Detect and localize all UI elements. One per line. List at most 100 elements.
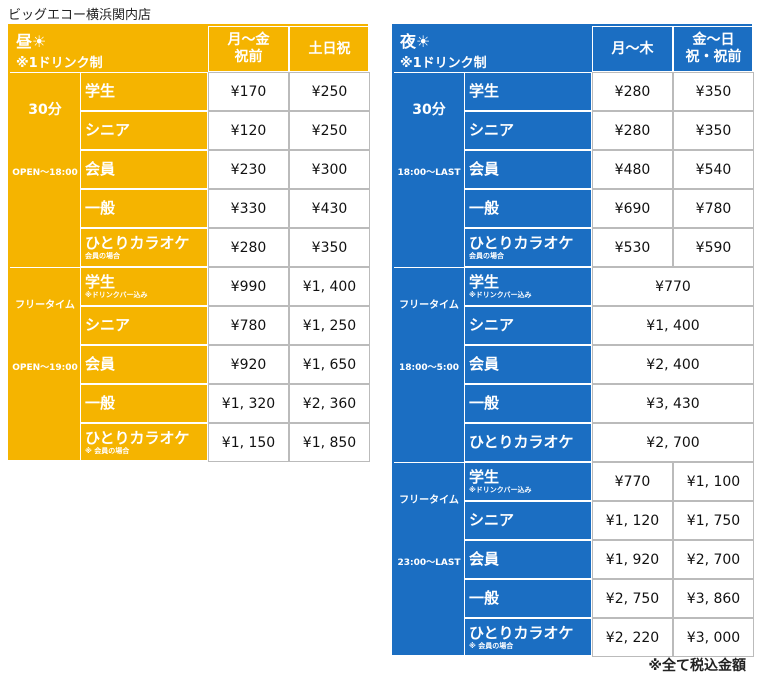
duration: フリータイム [399,495,459,506]
column-header: 金～日 祝・祝前 [673,26,754,72]
price-cell: ¥350 [673,72,754,111]
price-cell: ¥1, 400 [592,306,754,345]
price-cell: ¥780 [673,189,754,228]
price-cell: ¥540 [673,150,754,189]
column-header-line: 金～日 [692,32,735,48]
price-cell: ¥3, 860 [673,579,754,618]
category-sub: ※ 会員の場合 [469,641,514,650]
column-header-line: 祝前 [234,49,263,65]
category-cell: シニア [80,306,208,345]
price-panel: 夜☀ ※1ドリンク制 月～木 金～日 祝・祝前 30分 18:00～LAST 学生 ¥280 ¥3… [392,24,754,657]
panel-header: 昼☀ ※1ドリンク制 [10,26,208,72]
category-label: 一般 [469,589,500,607]
category-cell: 会員 [464,150,592,189]
category-cell: 一般 [464,189,592,228]
panel-name: 昼☀ [16,32,47,51]
price-cell: ¥690 [592,189,673,228]
category-label: 一般 [469,394,500,412]
price-cell: ¥350 [673,111,754,150]
price-cell: ¥1, 750 [673,501,754,540]
time-cell: フリータイム 23:00～LAST [394,462,464,657]
price-cell: ¥250 [289,111,370,150]
price-cell: ¥1, 100 [673,462,754,501]
category-label: ひとりカラオケ [85,428,190,447]
price-cell: ¥2, 400 [592,345,754,384]
time-cell: 30分 18:00～LAST [394,72,464,267]
category-cell: シニア [464,306,592,345]
price-cell: ¥350 [289,228,370,267]
category-cell: ひとりカラオケ ※ 会員の場合 [464,618,592,657]
price-cell: ¥530 [592,228,673,267]
price-cell: ¥3, 000 [673,618,754,657]
duration: フリータイム [399,300,459,311]
category-label: ひとりカラオケ [85,233,190,252]
column-header-line: 祝・祝前 [685,49,742,65]
price-cell: ¥280 [208,228,289,267]
category-label: 会員 [85,355,116,373]
category-label: 会員 [469,550,500,568]
price-cell: ¥120 [208,111,289,150]
price-cell: ¥430 [289,189,370,228]
category-label: シニア [469,316,515,334]
category-cell: ひとりカラオケ 会員の場合 [80,228,208,267]
column-header: 土日祝 [289,26,370,72]
hours: 18:00～LAST [397,167,461,178]
price-cell: ¥1, 920 [592,540,673,579]
panel-name: 夜☀ [400,32,431,51]
footer-note: ※全て税込金額 [648,658,746,674]
category-sub: ※ 会員の場合 [85,446,130,455]
category-label: ひとりカラオケ [469,233,574,252]
column-header-line: 月～金 [227,32,270,48]
panel-header: 夜☀ ※1ドリンク制 [394,26,592,72]
hours: OPEN～19:00 [12,362,78,373]
category-label: 学生 [85,272,116,291]
hours: OPEN～18:00 [12,167,78,178]
category-label: シニア [85,316,131,334]
price-cell: ¥1, 650 [289,345,370,384]
price-cell: ¥1, 120 [592,501,673,540]
store-title: ビッグエコー横浜関内店 [8,8,152,23]
time-cell: 30分 OPEN～18:00 [10,72,80,267]
category-label: 一般 [469,199,500,217]
price-cell: ¥1, 850 [289,423,370,462]
price-cell: ¥480 [592,150,673,189]
category-label: シニア [469,511,515,529]
duration: 30分 [412,102,446,118]
column-header-line: 土日祝 [308,40,351,57]
price-cell: ¥2, 700 [673,540,754,579]
price-cell: ¥2, 360 [289,384,370,423]
column-header: 月～金 祝前 [208,26,289,72]
category-cell: 学生 [80,72,208,111]
time-cell: フリータイム 18:00～5:00 [394,267,464,462]
time-cell: フリータイム OPEN～19:00 [10,267,80,462]
category-cell: ひとりカラオケ [464,423,592,462]
category-sub: ※ドリンクバー込み [85,290,148,299]
category-label: 一般 [85,394,116,412]
category-cell: シニア [80,111,208,150]
category-label: 会員 [469,355,500,373]
category-cell: ひとりカラオケ ※ 会員の場合 [80,423,208,462]
category-label: シニア [469,121,515,139]
category-label: 学生 [469,272,500,291]
price-cell: ¥1, 400 [289,267,370,306]
price-cell: ¥280 [592,72,673,111]
price-panel: 昼☀ ※1ドリンク制 月～金 祝前 土日祝 30分 OPEN～18:00 学生 ¥170 ¥250… [8,24,370,462]
category-label: 一般 [85,199,116,217]
price-cell: ¥1, 320 [208,384,289,423]
panel-note: ※1ドリンク制 [16,56,103,71]
price-cell: ¥330 [208,189,289,228]
hours: 23:00～LAST [397,557,461,568]
category-cell: 学生 [464,72,592,111]
hours: 18:00～5:00 [398,362,460,373]
price-cell: ¥2, 750 [592,579,673,618]
column-header: 月～木 [592,26,673,72]
category-cell: 一般 [80,384,208,423]
price-cell: ¥3, 430 [592,384,754,423]
price-cell: ¥770 [592,267,754,306]
price-cell: ¥990 [208,267,289,306]
category-cell: ひとりカラオケ 会員の場合 [464,228,592,267]
price-cell: ¥780 [208,306,289,345]
category-label: シニア [85,121,131,139]
category-cell: シニア [464,111,592,150]
